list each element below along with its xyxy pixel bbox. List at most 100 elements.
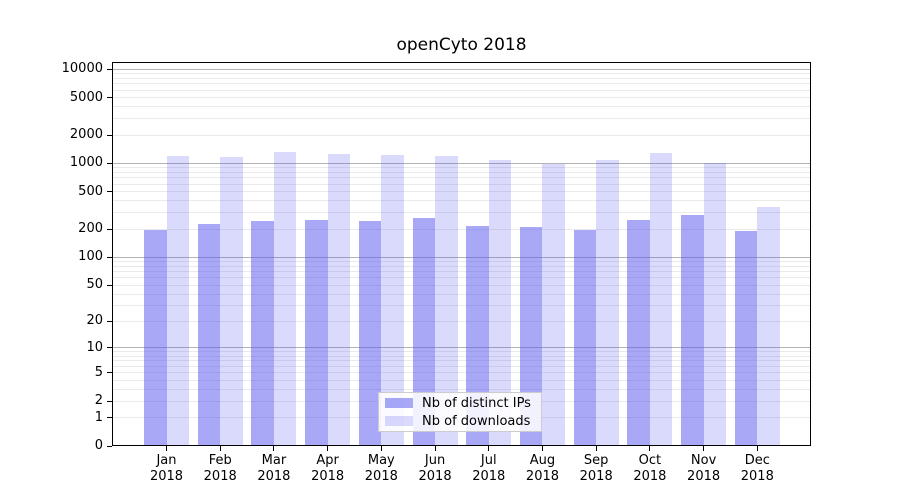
x-tick (756, 446, 758, 451)
x-tick (273, 446, 275, 451)
y-tick (107, 256, 112, 258)
x-tick (327, 446, 329, 451)
y-gridline-minor (113, 351, 810, 353)
bar-downloads (596, 159, 619, 446)
y-gridline-minor (113, 320, 810, 322)
y-tick-label: 200 (78, 221, 103, 237)
x-tick (166, 446, 167, 451)
legend-row-distinct-ips: Nb of distinct IPs (385, 396, 541, 411)
y-tick-label: 1 (94, 409, 103, 425)
y-gridline-minor (113, 106, 810, 108)
y-tick (107, 417, 112, 419)
y-gridline-minor (113, 355, 810, 357)
bar-downloads (220, 157, 243, 446)
y-tick-label: 50 (86, 277, 103, 293)
y-gridline-minor (113, 171, 810, 173)
y-gridline-minor (113, 191, 810, 193)
y-gridline-major (113, 347, 810, 349)
y-tick (107, 228, 112, 230)
y-tick-label: 10 (86, 339, 103, 355)
y-tick-label: 1000 (69, 155, 103, 171)
y-gridline-minor (113, 360, 810, 362)
y-gridline-minor (113, 183, 810, 185)
y-tick (107, 191, 112, 193)
x-tick-label: Apr 2018 (311, 453, 345, 484)
y-gridline-minor (113, 277, 810, 279)
y-gridline-minor (113, 73, 810, 74)
y-tick (107, 162, 112, 164)
x-tick (434, 446, 436, 451)
bar-downloads (703, 162, 727, 446)
y-tick (107, 320, 112, 322)
x-tick (380, 446, 382, 451)
y-tick (107, 68, 112, 70)
y-tick (107, 134, 112, 136)
y-gridline-minor (113, 388, 810, 390)
y-gridline-minor (113, 83, 810, 85)
y-gridline-minor (113, 265, 810, 267)
bar-distinct-ips (681, 215, 704, 446)
bar-downloads (327, 153, 351, 446)
x-tick-label: Jun 2018 (418, 453, 452, 484)
bar-downloads (166, 156, 189, 446)
x-tick (488, 446, 490, 451)
y-gridline-minor (113, 284, 810, 286)
y-gridline-minor (113, 89, 810, 91)
y-tick (107, 347, 112, 349)
y-tick (107, 284, 112, 286)
x-tick-label: Nov 2018 (687, 453, 721, 484)
x-tick-label: May 2018 (364, 453, 398, 484)
y-tick (107, 97, 112, 99)
bar-distinct-ips (412, 218, 436, 446)
y-gridline-minor (113, 177, 810, 179)
bar-distinct-ips (305, 219, 328, 446)
y-tick-label: 5 (94, 364, 103, 380)
bar-downloads (542, 164, 565, 446)
bar-distinct-ips (358, 220, 382, 446)
y-gridline-minor (113, 305, 810, 306)
bar-distinct-ips (197, 224, 221, 446)
y-gridline-minor (113, 260, 810, 262)
bar-downloads (381, 154, 404, 446)
y-gridline-major (113, 162, 810, 164)
y-tick (107, 445, 112, 447)
y-gridline-minor (113, 200, 810, 202)
y-tick (107, 400, 112, 402)
x-tick (595, 446, 597, 451)
legend-label-downloads: Nb of downloads (422, 413, 531, 429)
y-tick-label: 20 (86, 313, 103, 329)
legend-swatch-distinct-ips-icon (385, 398, 413, 408)
y-gridline-minor (113, 212, 810, 214)
y-gridline-minor (113, 97, 810, 99)
bar-downloads (273, 152, 297, 446)
bar-downloads (757, 207, 780, 446)
y-tick (107, 372, 112, 374)
legend-swatch-downloads-icon (385, 416, 413, 426)
bar-distinct-ips (251, 220, 274, 446)
chart-title: openCyto 2018 (396, 35, 527, 55)
x-tick (649, 446, 651, 451)
x-tick (703, 446, 705, 451)
legend: Nb of distinct IPs Nb of downloads (378, 392, 542, 432)
y-gridline-major (113, 256, 810, 258)
bar-distinct-ips (573, 229, 597, 446)
y-gridline-minor (113, 293, 810, 295)
y-tick-label: 5000 (69, 89, 103, 105)
y-gridline-minor (113, 372, 810, 374)
y-gridline-minor (113, 379, 810, 381)
y-gridline-minor (113, 228, 810, 230)
x-tick-label: Sep 2018 (579, 453, 613, 484)
bar-downloads (435, 155, 458, 446)
bar-downloads (488, 159, 512, 446)
y-tick-label: 100 (78, 249, 103, 265)
bar-distinct-ips (466, 225, 489, 446)
x-tick-label: Aug 2018 (525, 453, 560, 484)
y-tick-label: 0 (94, 438, 103, 453)
bar-distinct-ips (627, 219, 650, 446)
y-gridline-minor (113, 117, 810, 119)
y-gridline-minor (113, 134, 810, 136)
x-tick-label: Dec 2018 (740, 453, 774, 484)
x-tick-label: Jan 2018 (149, 453, 184, 484)
legend-label-distinct-ips: Nb of distinct IPs (422, 395, 531, 411)
bar-downloads (649, 152, 673, 446)
